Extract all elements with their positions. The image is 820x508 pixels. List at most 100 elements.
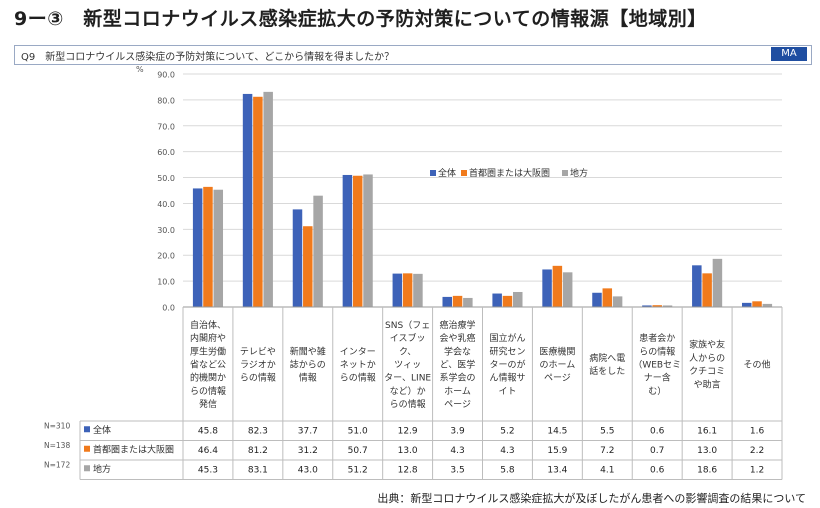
y-tick-label: 10.0	[157, 278, 175, 287]
bar	[213, 189, 224, 307]
data-value-label: 82.3	[248, 426, 268, 436]
data-value-label: 81.2	[248, 446, 268, 456]
row-swatch	[84, 426, 90, 433]
y-tick-label: 0.0	[162, 304, 175, 313]
data-value-label: 12.9	[398, 426, 418, 436]
y-tick-label: 90.0	[157, 71, 175, 80]
data-value-label: 5.8	[500, 465, 515, 475]
legend-swatch	[430, 170, 436, 176]
legend-label: 全体	[438, 167, 456, 179]
data-value-label: 83.1	[248, 465, 268, 475]
bar	[203, 186, 213, 307]
data-value-label: 5.5	[600, 426, 614, 436]
bar	[303, 226, 313, 307]
page-title: 9ー③ 新型コロナウイルス感染症拡大の予防対策についての情報源【地域別】	[14, 8, 707, 30]
data-value-label: 1.6	[750, 426, 765, 436]
data-value-label: 1.2	[750, 465, 764, 475]
bar	[612, 296, 623, 307]
x-category-label: 家族や友人からのクチコミや助言	[689, 339, 725, 391]
bar	[292, 209, 303, 307]
sample-size-label: N=172	[44, 460, 70, 469]
x-category-label: 病院へ電話をした	[589, 352, 625, 377]
bar	[513, 291, 523, 307]
bar	[492, 293, 502, 307]
bar	[242, 93, 253, 307]
data-value-label: 18.6	[697, 465, 717, 475]
row-series-label: 首都圏または大阪圏	[93, 443, 174, 455]
x-category-label: 国立がん研究センターのがん情報サイト	[489, 332, 525, 397]
bar	[602, 288, 613, 307]
bar	[702, 273, 712, 307]
data-value-label: 31.2	[298, 446, 318, 456]
bar	[542, 269, 552, 307]
bar	[263, 91, 273, 307]
data-value-label: 7.2	[600, 446, 614, 456]
y-tick-label: 70.0	[157, 122, 175, 131]
bar	[752, 301, 762, 307]
bar	[313, 195, 323, 307]
bar	[352, 175, 363, 307]
y-tick-label: 40.0	[157, 200, 175, 209]
data-value-label: 37.7	[298, 426, 318, 436]
data-value-label: 43.0	[298, 465, 318, 475]
x-category-label: テレビやラジオからの情報	[240, 346, 276, 383]
data-value-label: 46.4	[198, 446, 218, 456]
question-bar: Q9 新型コロナウイルス感染症の予防対策について、どこから情報を得ましたか？ M…	[14, 45, 812, 65]
bar	[253, 96, 263, 307]
data-value-label: 51.2	[348, 465, 368, 475]
x-category-label: 新聞や雑誌からの情報	[290, 345, 326, 383]
y-tick-label: 80.0	[157, 96, 175, 105]
x-category-label: 医療機関のホームページ	[539, 345, 575, 383]
multiple-answer-badge: MA	[771, 47, 807, 61]
data-value-label: 4.3	[500, 446, 514, 456]
data-value-label: 13.0	[697, 446, 717, 456]
row-swatch	[84, 445, 90, 452]
legend-label: 地方	[570, 167, 588, 179]
bar	[642, 305, 652, 307]
x-category-label: 自治体、内閣府や厚生労働省など公的機関からの情報発信	[190, 319, 226, 410]
data-value-label: 0.6	[650, 465, 665, 475]
data-value-label: 3.9	[450, 426, 465, 436]
data-value-label: 2.2	[750, 446, 764, 456]
data-value-label: 15.9	[547, 446, 567, 456]
bar	[712, 258, 723, 307]
source-note: 出典：新型コロナウイルス感染症拡大が及ぼしたがん患者への影響調査の結果について	[377, 492, 806, 505]
bar	[452, 295, 463, 307]
bar	[463, 297, 473, 307]
bar	[442, 296, 452, 307]
bar	[552, 265, 563, 307]
data-value-label: 13.0	[398, 446, 418, 456]
x-category-label: 患者会からの情報（WEBセミナー含む）	[633, 332, 681, 397]
bar	[762, 303, 773, 307]
data-value-label: 45.8	[198, 426, 218, 436]
data-value-label: 3.5	[450, 465, 464, 475]
row-series-label: 全体	[93, 424, 111, 436]
data-value-label: 12.8	[398, 465, 418, 475]
data-value-label: 0.6	[650, 426, 665, 436]
data-value-label: 4.1	[600, 465, 614, 475]
sample-size-label: N=138	[44, 441, 70, 450]
row-series-label: 地方	[93, 463, 111, 475]
data-value-label: 16.1	[697, 426, 717, 436]
bar	[363, 174, 373, 307]
y-unit-label: %	[136, 65, 144, 74]
data-value-label: 5.2	[500, 426, 514, 436]
data-value-label: 13.4	[547, 465, 567, 475]
y-tick-label: 50.0	[157, 174, 175, 183]
bar	[402, 273, 413, 307]
y-tick-label: 60.0	[157, 148, 175, 157]
data-value-label: 50.7	[348, 446, 368, 456]
bar	[562, 272, 573, 307]
bar	[502, 295, 513, 307]
data-value-label: 45.3	[198, 465, 218, 475]
x-category-label: その他	[744, 359, 771, 371]
y-tick-label: 20.0	[157, 252, 175, 261]
x-category-label: 癌治療学会や乳癌学会など、医学系学会のホームページ	[440, 319, 476, 410]
sample-size-label: N=310	[44, 421, 70, 430]
x-category-label: インターネットからの情報	[340, 346, 376, 383]
bar	[662, 305, 673, 307]
y-tick-label: 30.0	[157, 226, 175, 235]
bar	[392, 273, 403, 307]
row-swatch	[84, 465, 90, 472]
